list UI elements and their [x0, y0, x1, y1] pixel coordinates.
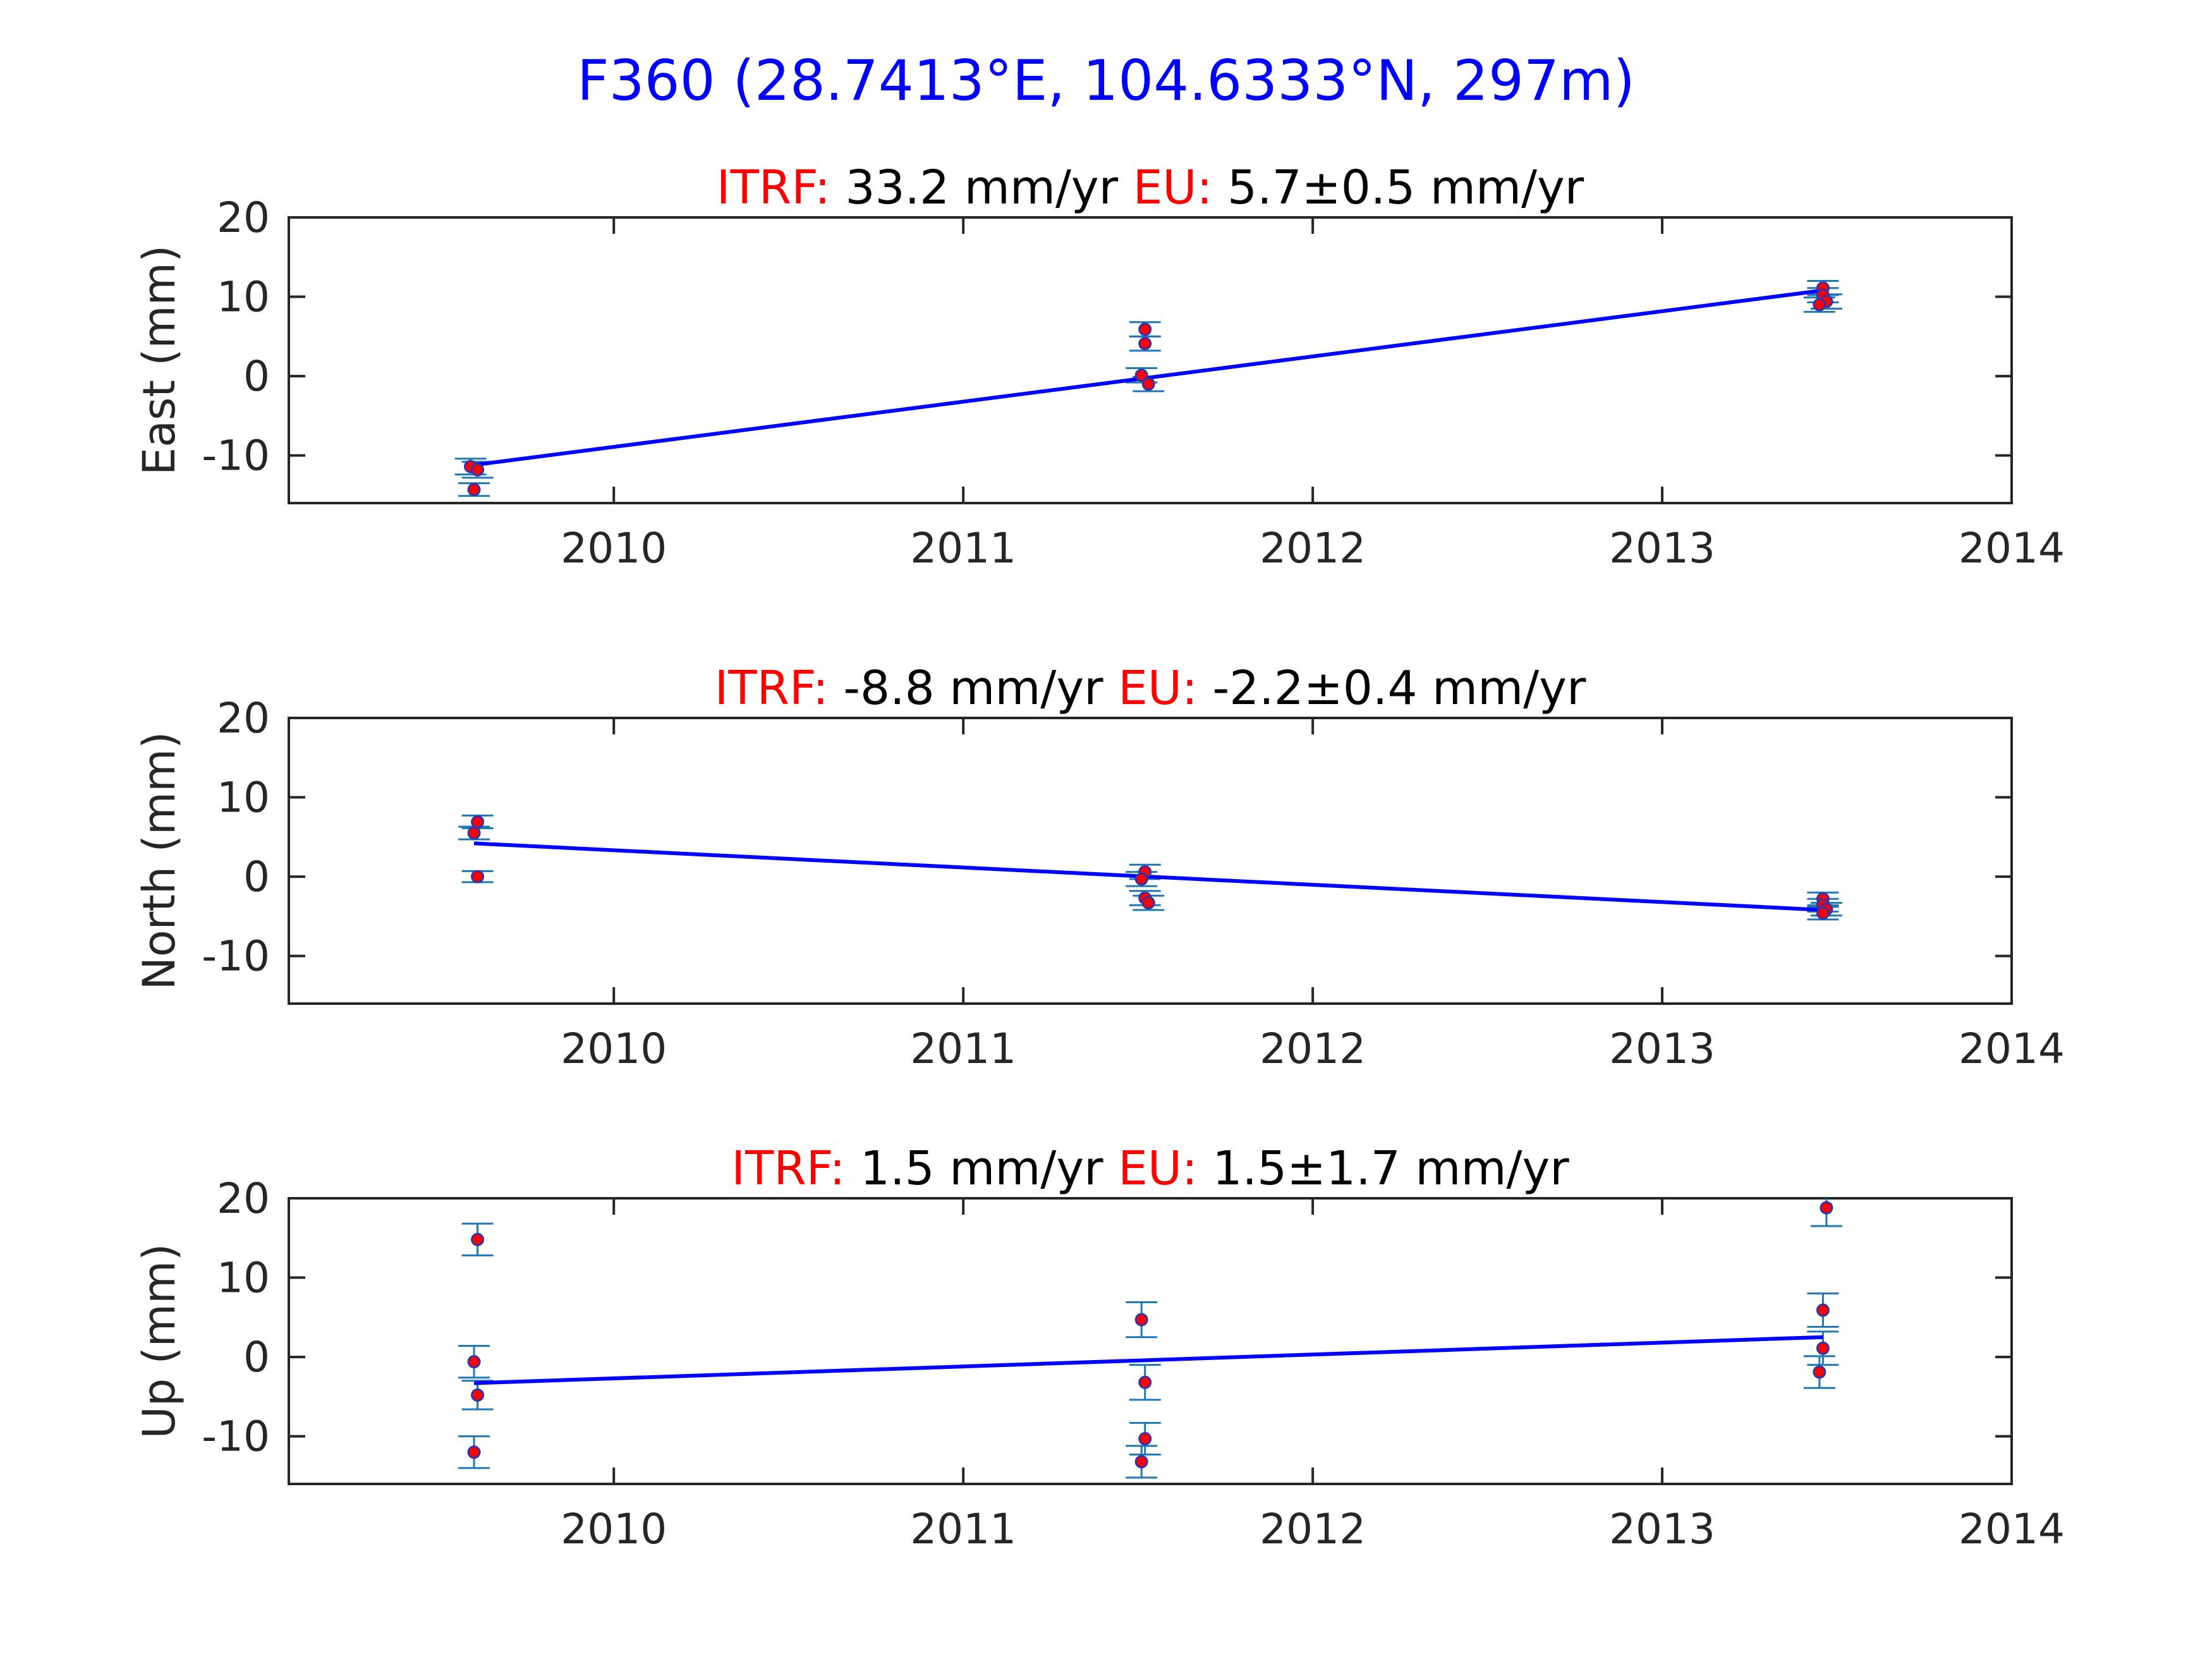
y-tick-label: -10 [202, 1413, 270, 1461]
data-point [1134, 368, 1148, 382]
x-tick-label: 2010 [561, 1505, 667, 1553]
y-tick-label: 20 [217, 694, 270, 743]
fit-line [473, 1335, 1823, 1385]
rate-itrf-value: -8.8 mm/yr [829, 661, 1118, 715]
rate-eu-label: EU: [1118, 1141, 1198, 1196]
data-point [1816, 906, 1830, 920]
data-point [471, 1232, 485, 1246]
data-point [1138, 322, 1152, 336]
rate-eu-value: 1.5±1.7 mm/yr [1198, 1141, 1569, 1196]
rate-eu-value: -2.2±0.4 mm/yr [1198, 661, 1586, 715]
data-point [471, 463, 485, 477]
y-tick-label: 0 [243, 853, 270, 901]
axes-box [288, 717, 2013, 1005]
y-axis-label: North (mm) [133, 731, 185, 990]
data-point [1138, 1375, 1152, 1389]
y-tick-label: 10 [217, 273, 270, 322]
data-point [1141, 896, 1155, 910]
panel-rate-title: ITRF: -8.8 mm/yr EU: -2.2±0.4 mm/yr [715, 661, 1586, 715]
data-point [1816, 1341, 1830, 1355]
y-tick-label: 0 [243, 1333, 270, 1382]
x-tick-label: 2014 [1959, 524, 2065, 573]
data-point [1813, 1365, 1826, 1379]
rate-itrf-label: ITRF: [717, 161, 830, 215]
x-tick-label: 2014 [1959, 1024, 2065, 1073]
x-tick-label: 2011 [910, 524, 1016, 573]
data-point [1138, 337, 1152, 351]
axes-box [288, 216, 2013, 504]
data-layer [454, 279, 1842, 497]
x-tick-label: 2012 [1260, 524, 1366, 573]
rate-eu-label: EU: [1133, 161, 1213, 215]
panel-rate-title: ITRF: 33.2 mm/yr EU: 5.7±0.5 mm/yr [717, 161, 1584, 215]
data-point [1134, 1455, 1148, 1469]
y-tick-label: 10 [217, 1254, 270, 1303]
y-tick-label: 20 [217, 1174, 270, 1223]
data-point [467, 1445, 481, 1459]
data-layer [458, 1198, 1842, 1479]
data-point [467, 483, 481, 497]
data-point [1138, 1431, 1152, 1445]
data-point [1134, 872, 1148, 886]
data-point [467, 1355, 481, 1369]
x-tick-label: 2013 [1609, 524, 1715, 573]
rate-itrf-value: 1.5 mm/yr [846, 1141, 1119, 1196]
x-tick-label: 2010 [561, 1024, 667, 1073]
data-point [1813, 298, 1826, 312]
data-point [1141, 377, 1155, 391]
rate-eu-value: 5.7±0.5 mm/yr [1212, 161, 1584, 215]
x-tick-label: 2012 [1260, 1505, 1366, 1553]
y-tick-label: -10 [202, 432, 270, 480]
data-point [1816, 1303, 1830, 1317]
data-point [471, 815, 485, 829]
data-point [471, 870, 485, 884]
data-point [471, 1388, 485, 1402]
x-tick-label: 2013 [1609, 1505, 1715, 1553]
rate-itrf-value: 33.2 mm/yr [830, 161, 1133, 215]
data-point [1820, 1201, 1833, 1215]
x-tick-label: 2014 [1959, 1505, 2065, 1553]
data-point [1134, 1313, 1148, 1327]
x-tick-label: 2013 [1609, 1024, 1715, 1073]
x-tick-label: 2011 [910, 1505, 1016, 1553]
rate-eu-label: EU: [1118, 661, 1198, 715]
x-tick-label: 2012 [1260, 1024, 1366, 1073]
y-axis-label: East (mm) [133, 245, 185, 475]
y-tick-label: -10 [202, 932, 270, 981]
data-layer [458, 814, 1842, 921]
x-tick-label: 2010 [561, 524, 667, 573]
rate-itrf-label: ITRF: [715, 661, 829, 715]
data-point [467, 826, 481, 840]
y-tick-label: 0 [243, 352, 270, 401]
rate-itrf-label: ITRF: [731, 1141, 845, 1196]
y-tick-label: 10 [217, 774, 270, 822]
y-axis-label: Up (mm) [133, 1244, 185, 1439]
x-tick-label: 2011 [910, 1024, 1016, 1073]
figure-title: F360 (28.7413°E, 104.6333°N, 297m) [577, 48, 1635, 113]
y-tick-label: 20 [217, 193, 270, 242]
panel-rate-title: ITRF: 1.5 mm/yr EU: 1.5±1.7 mm/yr [731, 1141, 1569, 1196]
